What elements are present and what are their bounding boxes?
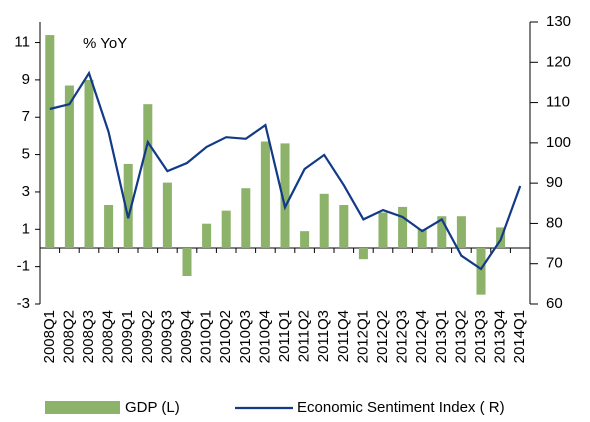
y-tick-label: 5 — [22, 146, 30, 163]
bar — [437, 216, 447, 248]
bar — [123, 163, 133, 248]
x-tick-label: 2009Q4 — [178, 310, 195, 363]
y2-tick-label: 100 — [546, 134, 571, 151]
y-tick-label: 7 — [22, 108, 30, 125]
x-tick-label: 2011Q4 — [335, 310, 352, 362]
y-tick-label: 11 — [14, 34, 30, 51]
y-tick-label: 9 — [22, 71, 30, 88]
bar — [64, 85, 74, 248]
bar — [260, 141, 270, 248]
x-tick-label: 2010Q4 — [256, 310, 273, 363]
y2-tick-label: 130 — [546, 13, 571, 30]
y-tick-label: 1 — [22, 220, 30, 237]
annotation: % YoY — [83, 35, 127, 52]
bar — [358, 247, 368, 260]
legend-label: Economic Sentiment Index ( R) — [297, 399, 505, 416]
x-tick-label: 2008Q2 — [60, 310, 77, 363]
x-tick-label: 2013Q1 — [433, 310, 450, 363]
x-tick-label: 2013Q2 — [452, 310, 469, 363]
x-tick-label: 2011Q3 — [315, 310, 332, 362]
bar — [300, 231, 310, 248]
y2-tick-label: 120 — [546, 53, 571, 70]
x-tick-label: 2008Q3 — [80, 310, 97, 363]
bar — [476, 247, 486, 295]
x-tick-label: 2011Q1 — [276, 310, 293, 362]
y2-tick-label: 60 — [546, 295, 563, 312]
bar — [280, 143, 290, 248]
bar — [456, 216, 466, 248]
x-tick-label: 2012Q1 — [354, 310, 371, 363]
x-tick-label: 2009Q1 — [119, 310, 136, 363]
bar — [241, 188, 251, 248]
bar — [398, 206, 408, 248]
x-tick-label: 2013Q3 — [472, 310, 489, 363]
y2-tick-label: 110 — [546, 94, 570, 111]
line — [49, 70, 522, 271]
x-tick-label: 2008Q4 — [100, 310, 117, 363]
x-tick-label: 2012Q4 — [413, 310, 430, 363]
x-tick-label: 2008Q1 — [41, 310, 58, 363]
bar — [84, 79, 94, 248]
bar — [45, 35, 55, 248]
legend-swatch — [45, 401, 120, 414]
x-tick-label: 2013Q4 — [492, 310, 509, 363]
bar — [104, 205, 114, 248]
legend-label: GDP (L) — [125, 399, 180, 416]
y2-tick-label: 90 — [546, 174, 563, 191]
y2-tick-label: 70 — [546, 255, 563, 272]
x-tick-label: 2012Q3 — [394, 310, 411, 363]
bar — [162, 182, 172, 248]
x-tick-label: 2010Q1 — [198, 310, 215, 363]
bar — [182, 247, 192, 276]
bar — [202, 223, 212, 248]
bar — [221, 210, 231, 248]
bar — [319, 193, 329, 248]
y2-tick-label: 80 — [546, 214, 563, 231]
bar — [143, 104, 153, 248]
y-tick-label: 3 — [22, 183, 30, 200]
bar — [339, 205, 349, 248]
x-tick-label: 2011Q2 — [296, 310, 313, 362]
bar — [417, 229, 427, 248]
x-tick-label: 2012Q2 — [374, 310, 391, 363]
x-tick-label: 2009Q2 — [139, 310, 156, 363]
y-tick-label: -3 — [17, 295, 30, 312]
x-tick-label: 2010Q3 — [237, 310, 254, 363]
x-tick-label: 2010Q2 — [217, 310, 234, 363]
y-tick-label: -1 — [17, 258, 30, 275]
bar — [378, 212, 388, 248]
x-tick-label: 2009Q3 — [158, 310, 175, 363]
x-tick-label: 2014Q1 — [511, 310, 528, 363]
